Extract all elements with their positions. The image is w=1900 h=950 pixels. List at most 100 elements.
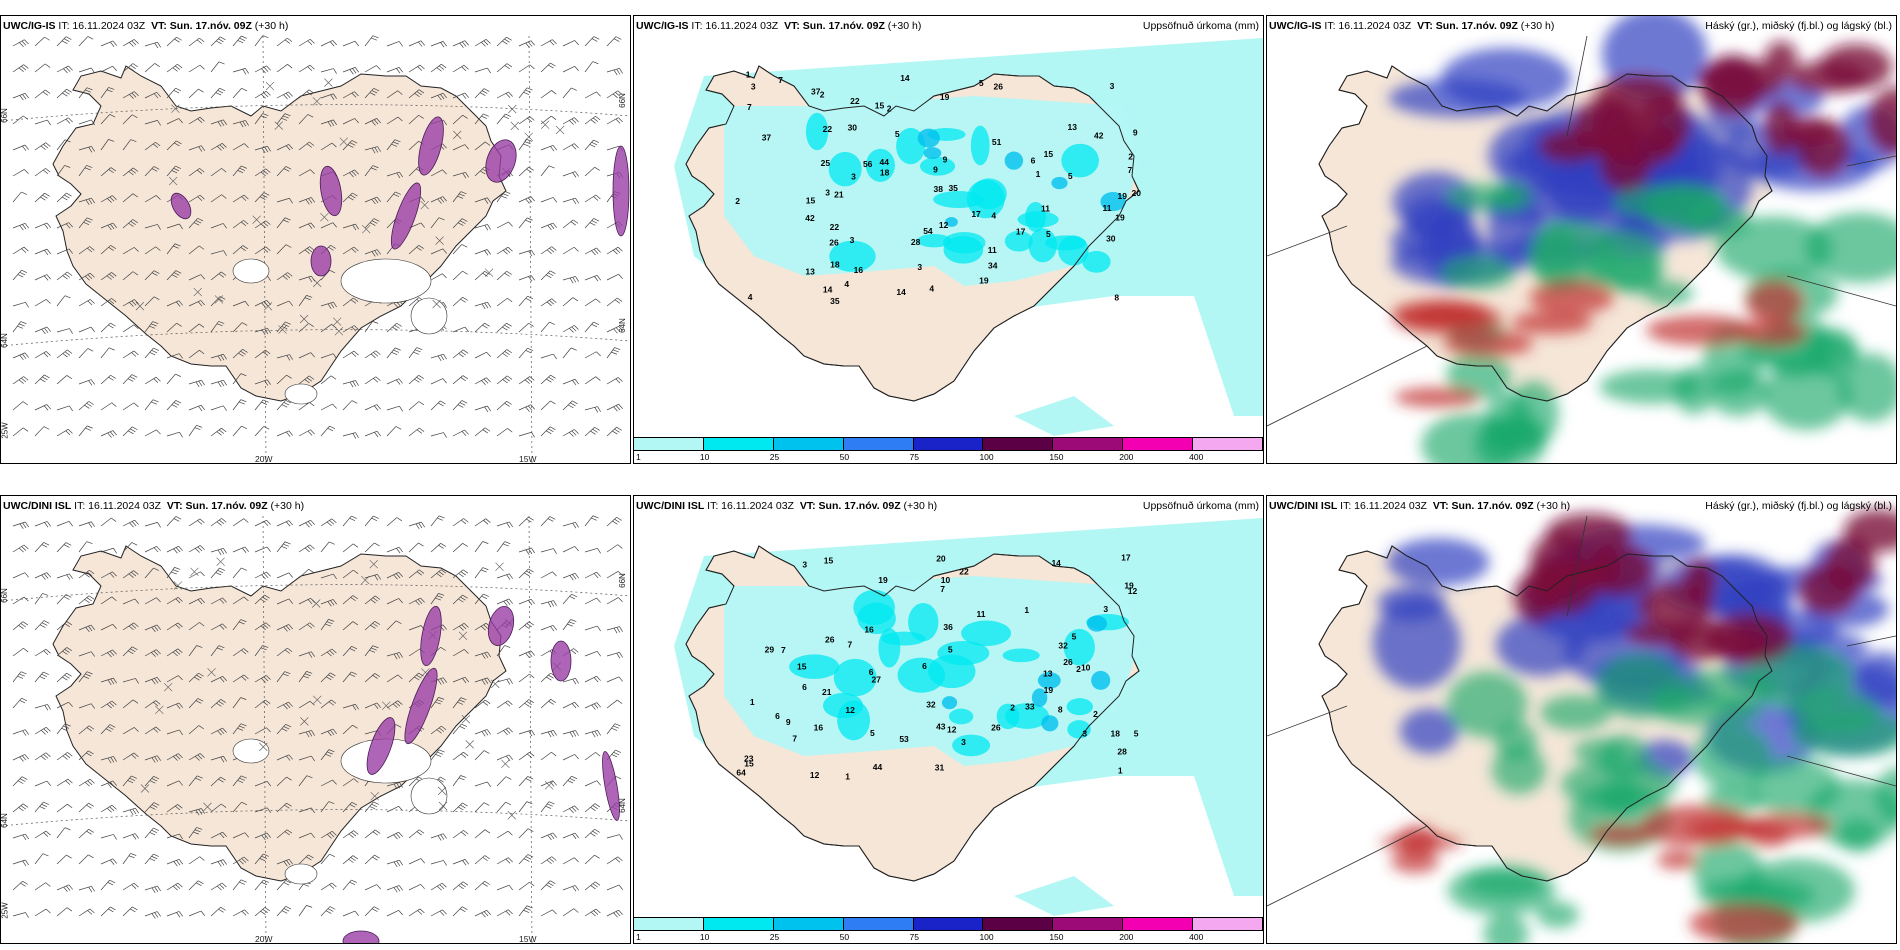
- precip-value-label: 19: [1118, 191, 1128, 201]
- precip-values: 1265216121367869311212514161012122826363…: [736, 552, 1138, 781]
- precip-value-label: 32: [1058, 640, 1068, 650]
- precip-value-label: 2: [1076, 664, 1081, 674]
- precip-value-label: 2: [1010, 702, 1015, 712]
- iceland-landmass: [52, 545, 507, 882]
- precip-value-label: 5: [1072, 631, 1077, 641]
- precip-value-label: 4: [929, 284, 934, 294]
- precip-field: [724, 576, 1139, 766]
- precip-value-label: 11: [988, 245, 997, 255]
- precip-value-label: 1: [845, 772, 850, 782]
- valid-time: Sun. 17.nóv. 09Z: [185, 500, 271, 512]
- precip-value-label: 7: [781, 645, 786, 655]
- precip-value-label: 14: [900, 73, 910, 83]
- precip-value-label: 12: [947, 724, 957, 734]
- model-label: UWC/IG-IS: [1269, 20, 1322, 32]
- precip-value-label: 44: [879, 157, 889, 167]
- precip-value-label: 33: [1025, 702, 1035, 712]
- longitude-label: 20W: [255, 454, 273, 464]
- precip-value-label: 37: [811, 86, 821, 96]
- precip-value-label: 2: [887, 104, 892, 114]
- cloud-layers: [1388, 16, 1896, 463]
- wind-barbs: [12, 35, 623, 439]
- init-time: IT: 16.11.2024 03Z: [1324, 20, 1415, 32]
- wind-panel: 20W 15W 66N 64N 25W 66N 64N UWC/IG-IS IT: 16.11…: [0, 15, 631, 464]
- colorbar-tick: 75: [909, 452, 920, 462]
- precip-value-label: 13: [805, 266, 815, 276]
- precip-value-label: 5: [895, 129, 900, 139]
- precip-value-label: 12: [845, 705, 855, 715]
- latitude-label: 25W: [0, 422, 10, 439]
- precip-value-label: 21: [834, 189, 844, 199]
- init-time: IT: 16.11.2024 03Z: [74, 500, 164, 512]
- colorbar-swatch: [703, 437, 774, 451]
- precip-value-label: 6: [922, 661, 927, 671]
- cloud-layers: [1372, 509, 1896, 943]
- precip-value-label: 15: [806, 195, 816, 205]
- precip-value-label: 28: [911, 237, 921, 247]
- precip-value-label: 26: [993, 82, 1003, 92]
- colorbar-tick: 200: [1119, 452, 1134, 462]
- lead-time: (+30 h): [270, 500, 305, 512]
- latitude-label: 64N: [617, 318, 627, 333]
- precip-value-label: 9: [943, 155, 948, 165]
- longitude-label: 20W: [255, 934, 273, 944]
- precip-value-label: 19: [1115, 213, 1125, 223]
- precip-value-label: 3: [1103, 604, 1108, 614]
- precip-value-label: 2: [1093, 709, 1098, 719]
- precip-value-label: 16: [864, 625, 874, 635]
- precip-value-label: 5: [1134, 729, 1139, 739]
- precip-value-label: 26: [829, 238, 839, 248]
- model-label: UWC/DINI ISL: [3, 500, 72, 512]
- precip-value-label: 8: [1058, 704, 1063, 714]
- precip-value-label: 1: [750, 697, 755, 707]
- precip-value-label: 4: [844, 279, 849, 289]
- precip-value-label: 10: [941, 575, 951, 585]
- longitude-label: 15W: [519, 454, 537, 464]
- valid-prefix: VT:: [151, 20, 170, 32]
- colorbar-swatch: [983, 917, 1054, 931]
- colorbar-swatch: [773, 437, 844, 451]
- colorbar-tick: 150: [1049, 452, 1064, 462]
- precip-value-label: 1: [746, 69, 751, 79]
- precip-value-label: 3: [850, 235, 855, 245]
- precip-value-label: 1: [1036, 169, 1041, 179]
- precip-value-label: 18: [880, 168, 890, 178]
- precip-value-label: 5: [1068, 171, 1073, 181]
- init-time: IT: 16.11.2024 03Z: [691, 20, 782, 32]
- colorbar-swatch: [1123, 917, 1194, 931]
- model-label: UWC/IG-IS: [636, 20, 689, 32]
- colorbar-tick: 1: [636, 452, 641, 462]
- precip-value-label: 30: [1106, 234, 1116, 244]
- precip-value-label: 6: [802, 682, 807, 692]
- precip-value-label: 38: [934, 184, 944, 194]
- valid-time: Sun. 17.nóv. 09Z: [169, 20, 255, 32]
- colorbar-tick: 150: [1049, 932, 1064, 942]
- precip-value-label: 9: [1133, 128, 1138, 138]
- precip-value-label: 23: [744, 753, 754, 763]
- precip-value-label: 17: [971, 209, 981, 219]
- colorbar-swatch: [1123, 437, 1194, 451]
- snowfall-bands: [170, 116, 630, 277]
- precip-value-label: 36: [943, 622, 953, 632]
- precip-value-label: 5: [979, 78, 984, 88]
- colorbar-swatch: [1193, 917, 1263, 931]
- precip-value-label: 14: [823, 284, 833, 294]
- valid-time: Sun. 17.nóv. 09Z: [1451, 500, 1537, 512]
- precip-value-label: 13: [1067, 122, 1077, 132]
- precip-value-label: 3: [1110, 81, 1115, 91]
- cloud-product-title: Háský (gr.), miðský (fj.bl.) og lágský (…: [1705, 500, 1892, 512]
- colorbar-tick: 100: [979, 452, 994, 462]
- lead-time: (+30 h): [254, 20, 289, 32]
- colorbar-swatch: [1053, 437, 1124, 451]
- precip-value-label: 13: [1043, 669, 1053, 679]
- precip-colorbar: 1 10 25 50 75 100 150 200 400: [634, 437, 1263, 463]
- precip-value-label: 14: [1051, 558, 1061, 568]
- precip-hatching: [140, 557, 562, 820]
- precip-value-label: 22: [959, 567, 969, 577]
- lead-time: (+30 h): [1520, 20, 1555, 32]
- precip-value-label: 16: [814, 723, 824, 733]
- precip-value-label: 19: [979, 275, 989, 285]
- wind-header: UWC/DINI ISL IT: 16.11.2024 03Z VT: Sun.…: [3, 500, 626, 514]
- valid-time: Sun. 17.nóv. 09Z: [1435, 20, 1521, 32]
- precip-value-label: 7: [848, 640, 853, 650]
